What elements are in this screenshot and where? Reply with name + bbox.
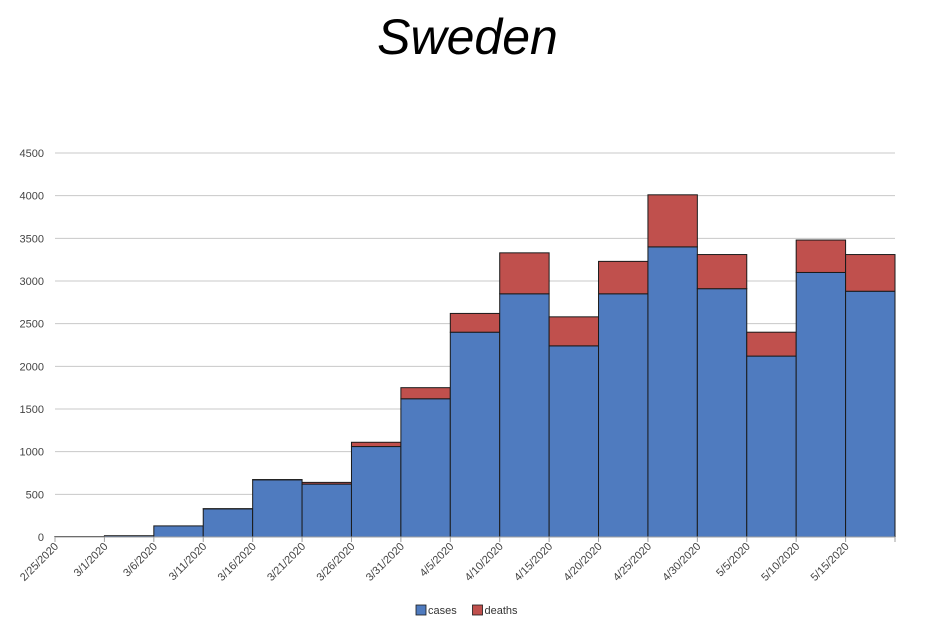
x-tick-label: 5/5/2020: [714, 541, 753, 580]
bar-cases: [350, 446, 402, 538]
y-tick-label: 2000: [20, 361, 44, 373]
x-tick-label: 3/16/2020: [216, 541, 259, 584]
bar-cases: [647, 246, 698, 538]
chart-title: Sweden: [377, 9, 558, 65]
bar-deaths: [647, 194, 698, 248]
bar-cases: [795, 271, 847, 538]
legend-swatch-cases: [415, 604, 427, 616]
legend-swatch-deaths: [472, 604, 483, 616]
bar-deaths: [795, 239, 847, 273]
x-tick-label: 3/11/2020: [167, 541, 210, 584]
bar-cases: [153, 525, 204, 538]
x-tick-label: 3/1/2020: [72, 541, 111, 580]
legend-label-cases: cases: [428, 605, 457, 617]
x-tick-label: 4/15/2020: [512, 541, 555, 584]
x-tick-label: 5/10/2020: [759, 541, 802, 584]
x-tick-label: 4/10/2020: [463, 541, 506, 584]
bar-deaths: [548, 316, 600, 347]
bar-deaths: [449, 312, 501, 333]
y-tick-label: 1000: [20, 447, 44, 459]
bar-cases: [696, 288, 748, 538]
bar-deaths: [598, 260, 649, 295]
bar-cases: [400, 398, 451, 538]
y-tick-label: 3000: [20, 276, 44, 288]
y-tick-label: 2500: [20, 319, 44, 331]
bar-cases: [449, 331, 501, 538]
x-tick-label: 5/15/2020: [809, 541, 852, 584]
x-tick-label: 2/25/2020: [18, 541, 61, 584]
x-tick-label: 4/25/2020: [611, 541, 654, 584]
bar-deaths: [746, 331, 797, 357]
y-tick-label: 4500: [20, 148, 44, 160]
legend: cases deaths: [415, 604, 519, 617]
x-tick-label: 4/30/2020: [660, 541, 703, 584]
bar-cases: [301, 483, 352, 538]
x-tick-label: 3/6/2020: [121, 541, 160, 580]
y-tick-label: 500: [26, 489, 44, 501]
bar-deaths: [350, 441, 402, 448]
y-tick-label: 4000: [20, 191, 44, 203]
bars: [54, 194, 896, 538]
bar-cases: [746, 355, 797, 538]
bar-deaths: [499, 252, 550, 295]
legend-label-deaths: deaths: [485, 605, 519, 617]
x-tick-label: 3/21/2020: [265, 541, 308, 584]
x-tick-label: 3/26/2020: [315, 541, 358, 584]
bar-cases: [202, 508, 254, 538]
y-tick-label: 1500: [20, 404, 44, 416]
bar-cases: [548, 345, 600, 538]
bar-cases: [845, 290, 896, 538]
bar-cases: [252, 479, 303, 538]
bar-deaths: [400, 387, 451, 400]
bar-deaths: [301, 481, 352, 485]
x-tick-label: 3/31/2020: [364, 541, 407, 584]
bar-deaths: [696, 254, 748, 290]
bar-cases: [499, 293, 550, 538]
y-tick-label: 0: [38, 532, 44, 544]
bar-deaths: [845, 254, 896, 292]
x-tick-label: 4/20/2020: [562, 541, 605, 584]
y-tick-label: 3500: [20, 233, 44, 245]
x-tick-label: 4/5/2020: [418, 541, 457, 580]
bar-cases: [598, 293, 649, 538]
